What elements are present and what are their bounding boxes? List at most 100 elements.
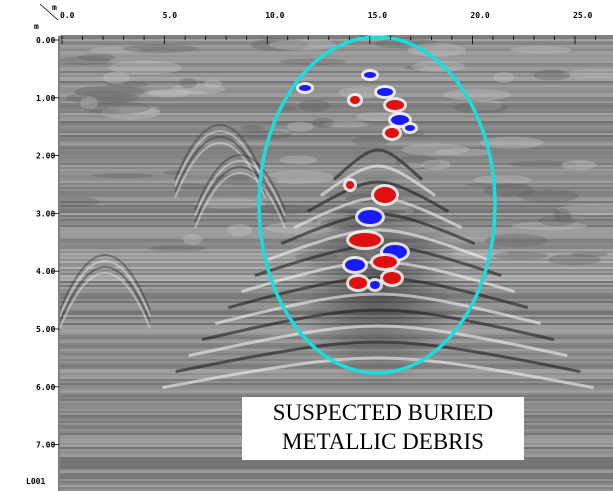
x-tick-label: 0.0 — [60, 11, 75, 20]
band — [60, 149, 613, 151]
texture — [237, 131, 291, 140]
band — [60, 469, 613, 471]
band — [60, 153, 613, 155]
texture — [179, 78, 196, 88]
band — [60, 385, 613, 387]
texture — [240, 125, 264, 131]
x-tick-label: 15.0 — [368, 11, 387, 20]
band — [60, 475, 613, 477]
anomaly — [405, 125, 415, 131]
band — [60, 461, 613, 463]
texture — [401, 144, 469, 156]
band — [60, 395, 613, 397]
texture — [264, 170, 334, 183]
band — [60, 101, 613, 103]
band — [60, 53, 613, 55]
band — [60, 477, 613, 479]
anomaly — [383, 272, 401, 284]
band — [60, 381, 613, 383]
x-tick-label: 5.0 — [163, 11, 178, 20]
band — [60, 135, 613, 137]
band — [60, 379, 613, 381]
band — [60, 119, 613, 121]
band — [60, 485, 613, 487]
texture — [561, 160, 596, 170]
texture — [148, 246, 206, 252]
band — [60, 133, 613, 135]
band — [60, 483, 613, 485]
band — [60, 41, 613, 43]
anomaly — [346, 181, 354, 189]
band — [60, 77, 613, 79]
texture — [123, 44, 198, 53]
y-tick-label: 7.00 — [36, 441, 55, 450]
band — [60, 131, 613, 133]
texture — [493, 252, 548, 260]
anomaly — [370, 281, 380, 289]
band — [60, 55, 613, 57]
anomaly — [386, 100, 404, 110]
texture — [533, 70, 570, 81]
y-tick-label: 5.00 — [36, 325, 55, 334]
texture — [103, 71, 130, 83]
band — [60, 467, 613, 469]
y-tick-label: 0.00 — [36, 36, 55, 45]
texture — [78, 54, 115, 61]
texture — [421, 160, 450, 170]
band — [60, 465, 613, 467]
band — [60, 383, 613, 385]
anomaly — [364, 72, 376, 78]
texture — [148, 89, 191, 97]
texture — [183, 234, 202, 245]
band — [60, 479, 613, 481]
x-tick-label: 20.0 — [470, 11, 489, 20]
band — [60, 171, 613, 173]
texture — [269, 40, 337, 51]
radargram-view: m m L001 SUSPECTED BURIED METALLIC DEBRI… — [0, 0, 613, 491]
line-label: L001 — [26, 477, 45, 486]
anomaly — [358, 210, 382, 224]
texture — [286, 122, 313, 132]
band — [60, 75, 613, 77]
anomaly — [385, 128, 399, 138]
anomaly — [349, 277, 367, 289]
annotation: SUSPECTED BURIED METALLIC DEBRIS — [242, 397, 524, 460]
texture — [93, 173, 154, 178]
x-unit: m — [52, 3, 57, 12]
anomaly — [373, 256, 397, 268]
band — [60, 473, 613, 475]
texture — [443, 89, 510, 101]
texture — [298, 99, 329, 112]
band — [60, 481, 613, 483]
band — [60, 159, 613, 161]
texture — [178, 183, 207, 190]
band — [60, 99, 613, 101]
anomaly — [299, 85, 311, 91]
anomaly — [345, 259, 365, 271]
band — [60, 391, 613, 393]
texture — [280, 107, 296, 111]
x-tick-label: 25.0 — [573, 11, 592, 20]
y-tick-label: 4.00 — [36, 267, 55, 276]
texture — [80, 97, 98, 109]
band — [60, 39, 613, 41]
band — [60, 95, 613, 97]
texture — [494, 72, 514, 83]
band — [60, 57, 613, 59]
anomaly — [349, 233, 381, 247]
band — [60, 167, 613, 169]
y-tick-label: 2.00 — [36, 152, 55, 161]
band — [60, 157, 613, 159]
band — [60, 129, 613, 131]
band — [60, 169, 613, 171]
y-tick-label: 1.00 — [36, 94, 55, 103]
y-unit: m — [34, 22, 39, 31]
band — [60, 87, 613, 89]
band — [60, 393, 613, 395]
annotation-line: SUSPECTED BURIED — [273, 400, 493, 425]
band — [60, 471, 613, 473]
x-tick-label: 10.0 — [265, 11, 284, 20]
band — [60, 487, 613, 489]
band — [60, 79, 613, 81]
annotation-line: METALLIC DEBRIS — [282, 429, 484, 454]
